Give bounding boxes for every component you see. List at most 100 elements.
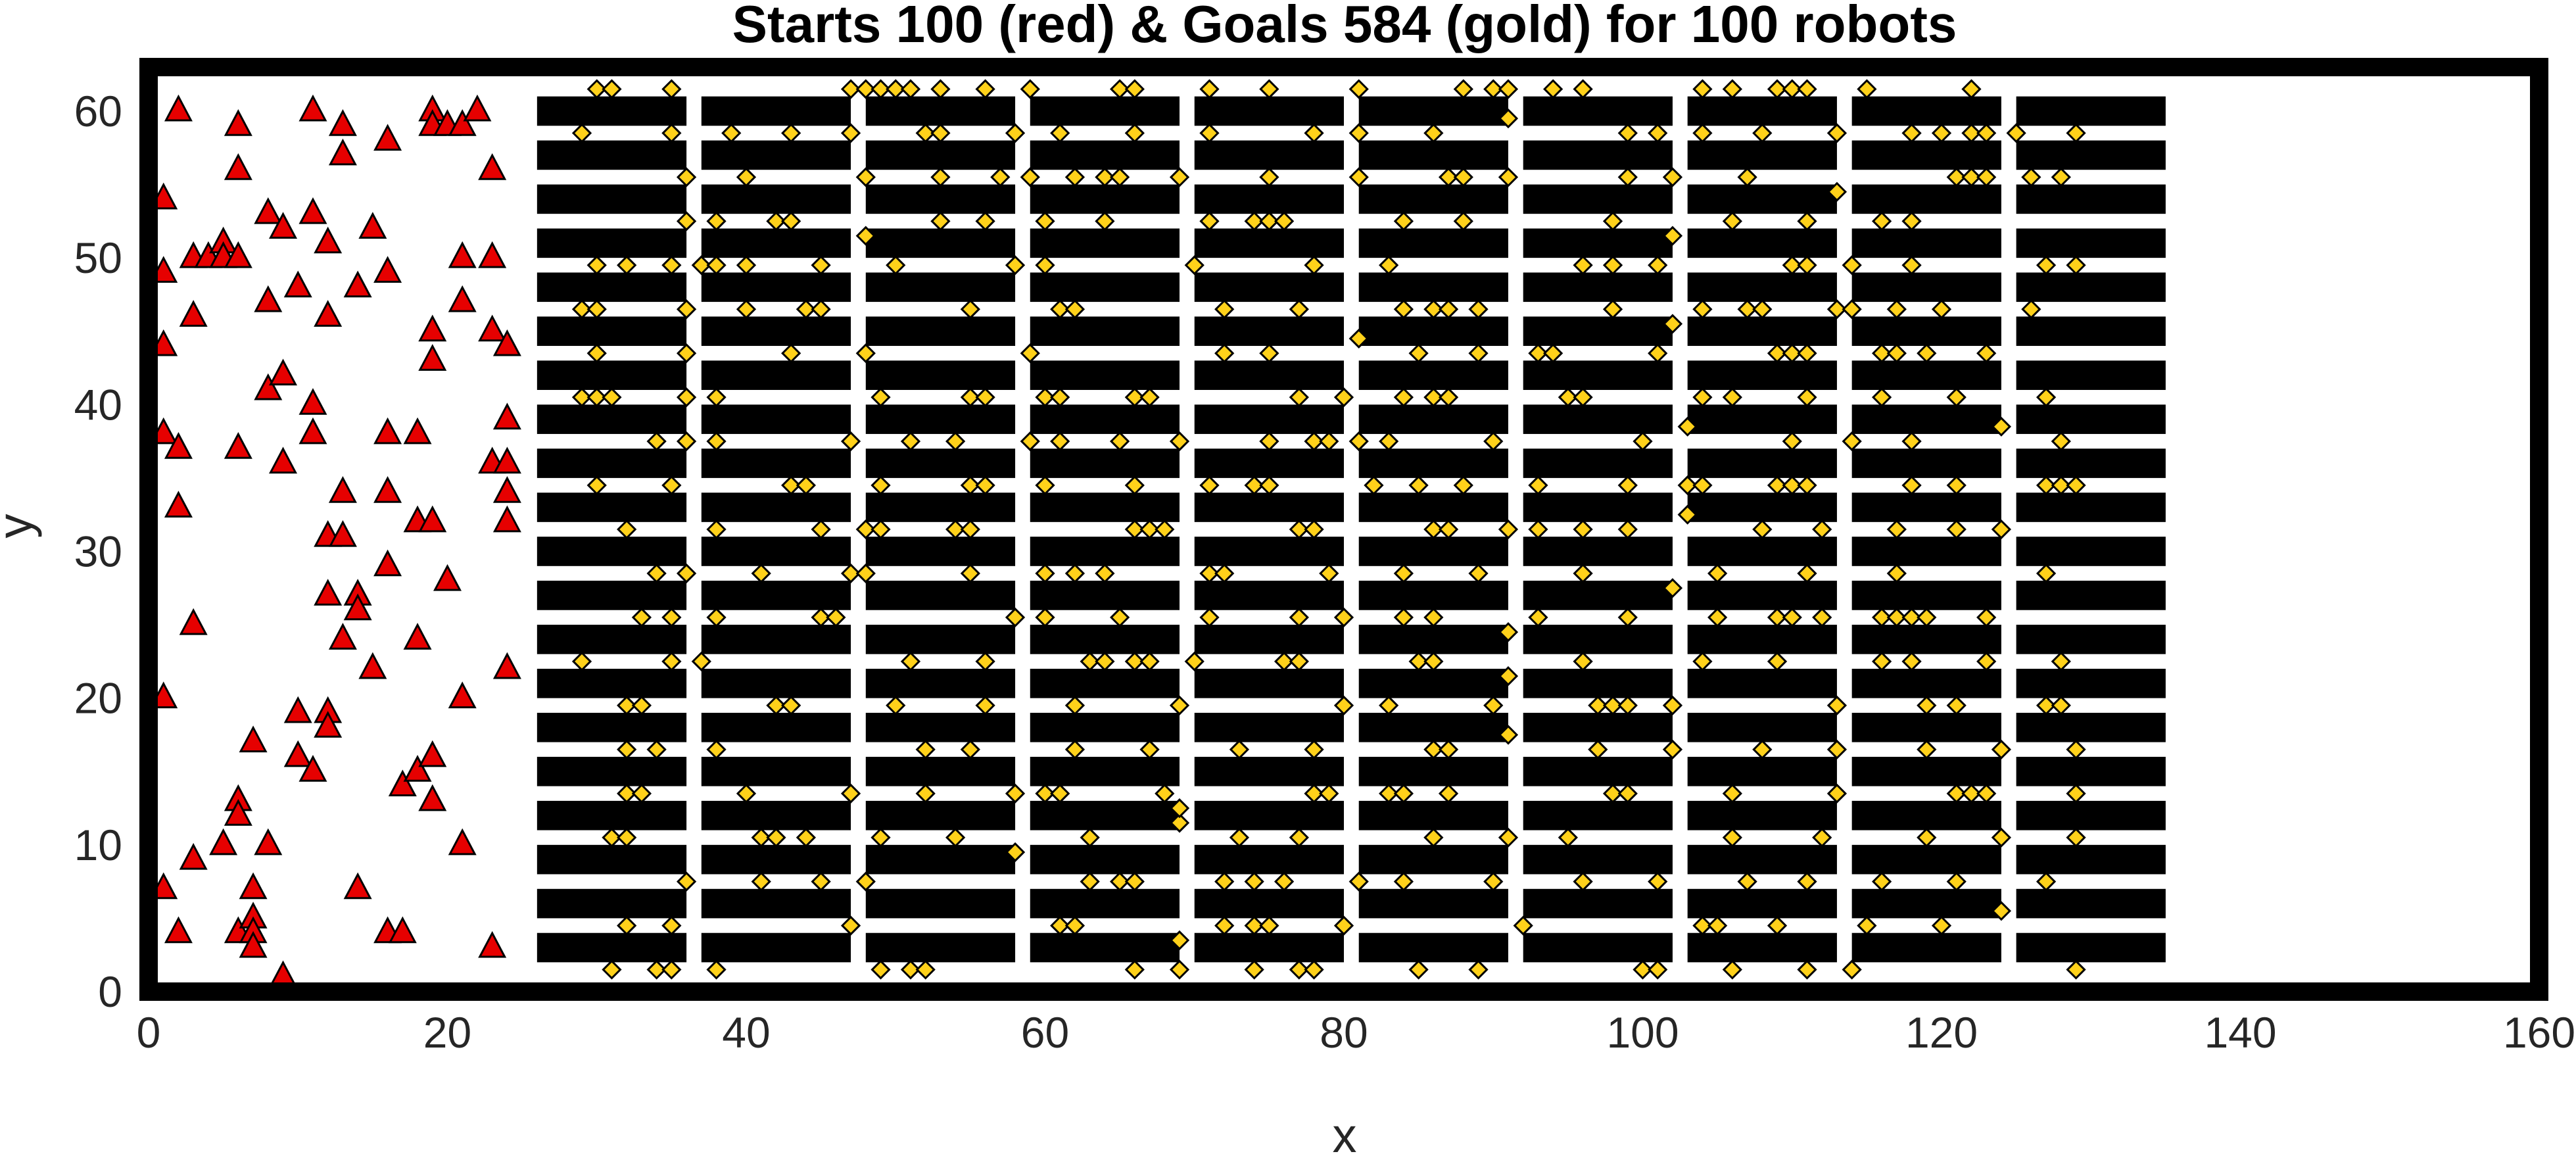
goal-marker-434 [1692, 123, 1713, 143]
goal-marker-312 [1348, 328, 1369, 349]
start-marker-63 [373, 124, 402, 151]
goal-marker-388 [1662, 226, 1683, 246]
goal-marker-317 [1648, 343, 1668, 364]
goal-marker-186 [646, 563, 667, 584]
goal-marker-337 [1423, 299, 1444, 320]
start-marker-83 [433, 564, 462, 591]
shelf-block-9-10 [2016, 493, 2166, 522]
shelf-block-4-14 [1194, 316, 1344, 347]
goal-marker-230 [586, 475, 607, 496]
goal-marker-143 [975, 651, 995, 671]
shelf-block-9-0 [2016, 932, 2166, 963]
goal-marker-380 [1095, 211, 1115, 231]
goal-marker-17 [1797, 959, 1817, 980]
shelf-block-9-15 [2016, 272, 2166, 302]
goal-marker-391 [1871, 211, 1892, 231]
shelf-block-5-9 [1358, 537, 1508, 566]
goal-marker-169 [1199, 607, 1220, 628]
goal-marker-5 [900, 959, 921, 980]
goal-marker-282 [602, 387, 622, 408]
goal-marker-223 [1617, 519, 1638, 540]
shelf-block-3-19 [1030, 96, 1180, 126]
shelf-block-0-7 [537, 625, 687, 654]
goal-marker-335 [1289, 299, 1309, 320]
goal-marker-45 [1244, 871, 1264, 892]
shelf-block-9-6 [2016, 669, 2166, 698]
goal-marker-151 [1408, 651, 1429, 671]
goal-marker-208 [811, 519, 831, 540]
shelf-block-6-2 [1523, 844, 1673, 875]
goal-marker-50 [1573, 871, 1593, 892]
shelf-block-7-0 [1687, 932, 1837, 963]
shelf-block-4-12 [1194, 404, 1344, 434]
goal-marker-150 [1289, 651, 1309, 671]
goal-marker-362 [1379, 255, 1399, 276]
goal-marker-266 [1169, 431, 1190, 452]
shelf-block-6-12 [1523, 404, 1673, 434]
start-marker-43 [298, 388, 327, 415]
goal-marker-73 [1812, 827, 1832, 848]
start-marker-71 [403, 417, 432, 445]
goal-marker-67 [1229, 827, 1250, 848]
goal-marker-305 [586, 343, 607, 364]
goal-marker-392 [1901, 211, 1922, 231]
goal-marker-139 [571, 651, 592, 671]
goal-marker-38 [751, 871, 771, 892]
goal-marker-315 [1528, 343, 1548, 364]
goal-marker-188 [751, 563, 771, 584]
start-marker-47 [314, 300, 343, 327]
goal-marker-19 [2066, 959, 2086, 980]
goal-marker-221 [1528, 519, 1548, 540]
shelf-block-8-7 [1851, 625, 2001, 654]
shelf-block-2-5 [865, 712, 1016, 742]
shelf-block-5-13 [1358, 360, 1508, 390]
goal-marker-155 [1692, 651, 1713, 671]
goal-marker-457 [1259, 79, 1279, 99]
goal-marker-412 [1946, 167, 1967, 187]
goal-marker-117 [1991, 739, 2012, 760]
start-marker-79 [418, 505, 447, 533]
goal-marker-330 [811, 299, 831, 320]
shelf-block-4-18 [1194, 140, 1344, 170]
goal-marker-250 [1782, 475, 1802, 496]
goal-marker-103 [915, 739, 936, 760]
goal-marker-331 [960, 299, 980, 320]
goal-marker-47 [1348, 871, 1369, 892]
goal-marker-463 [1573, 79, 1593, 99]
goal-marker-249 [1767, 475, 1788, 496]
goal-marker-353 [691, 255, 711, 276]
goal-marker-11 [1304, 959, 1324, 980]
goal-marker-55 [1946, 871, 1967, 892]
goal-marker-338 [1438, 299, 1459, 320]
goal-marker-39 [811, 871, 831, 892]
shelf-block-0-3 [537, 800, 687, 831]
goal-marker-176 [1617, 607, 1638, 628]
shelf-block-9-7 [2016, 625, 2166, 654]
shelf-block-1-0 [701, 932, 851, 963]
start-marker-34 [269, 212, 298, 239]
shelf-block-1-19 [701, 96, 851, 126]
shelf-block-4-3 [1194, 800, 1344, 831]
goal-marker-153 [1498, 666, 1519, 687]
shelf-block-7-12 [1687, 404, 1837, 434]
shelf-block-4-7 [1194, 625, 1344, 654]
goal-marker-57 [602, 827, 622, 848]
goal-marker-347 [1886, 299, 1907, 320]
goal-marker-93 [1617, 783, 1638, 804]
start-marker-36 [269, 446, 298, 474]
goal-marker-333 [1064, 299, 1085, 320]
shelf-block-6-14 [1523, 316, 1673, 347]
start-marker-56 [328, 623, 357, 650]
goal-marker-123 [886, 695, 906, 715]
goal-marker-450 [900, 79, 921, 99]
goal-marker-32 [1707, 915, 1728, 936]
goal-marker-435 [1752, 123, 1773, 143]
goal-marker-18 [1842, 959, 1862, 980]
goal-marker-168 [1110, 607, 1130, 628]
shelf-block-9-14 [2016, 316, 2166, 347]
shelf-block-7-16 [1687, 228, 1837, 258]
start-marker-41 [298, 94, 327, 122]
goal-marker-222 [1573, 519, 1593, 540]
goal-marker-160 [2051, 651, 2071, 671]
goal-marker-354 [706, 255, 727, 276]
